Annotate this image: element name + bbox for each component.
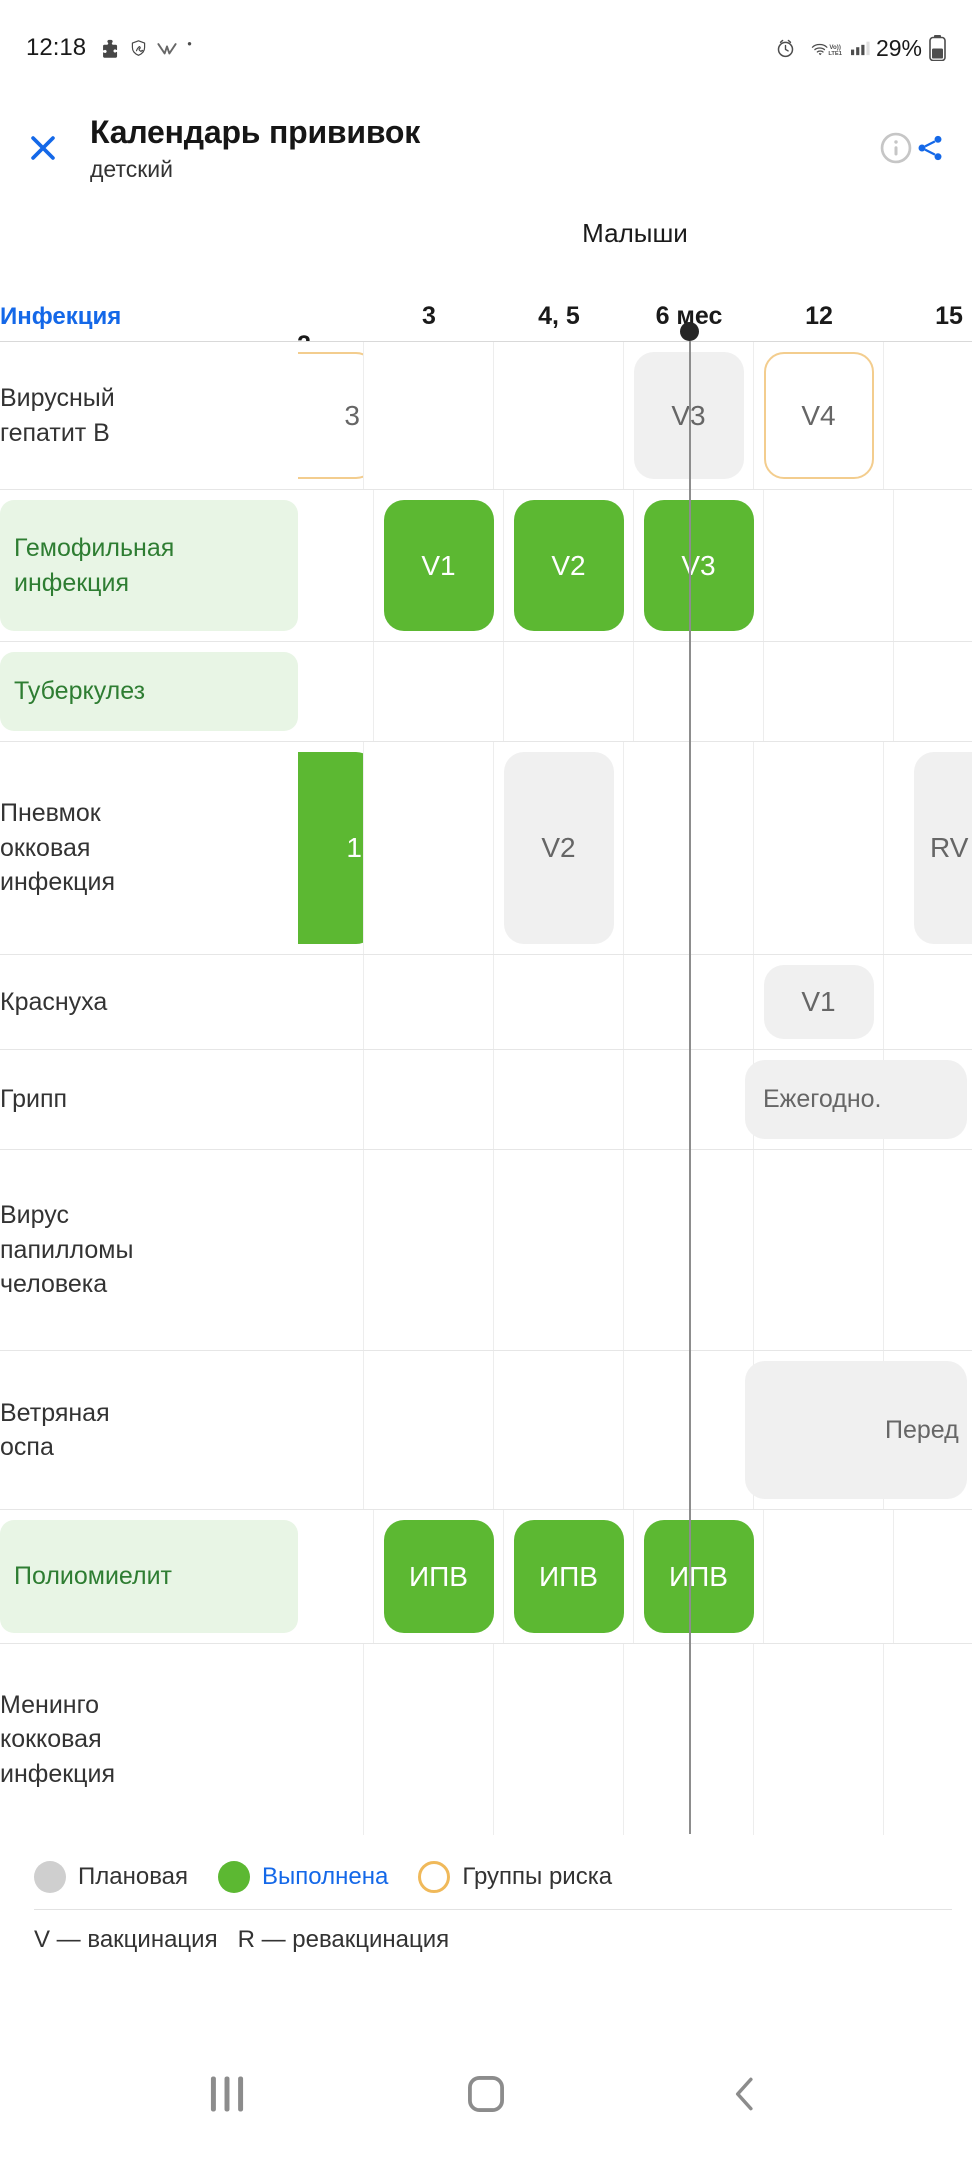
- svg-text:LTE1: LTE1: [828, 51, 842, 57]
- svg-text:Vo)): Vo)): [829, 44, 840, 51]
